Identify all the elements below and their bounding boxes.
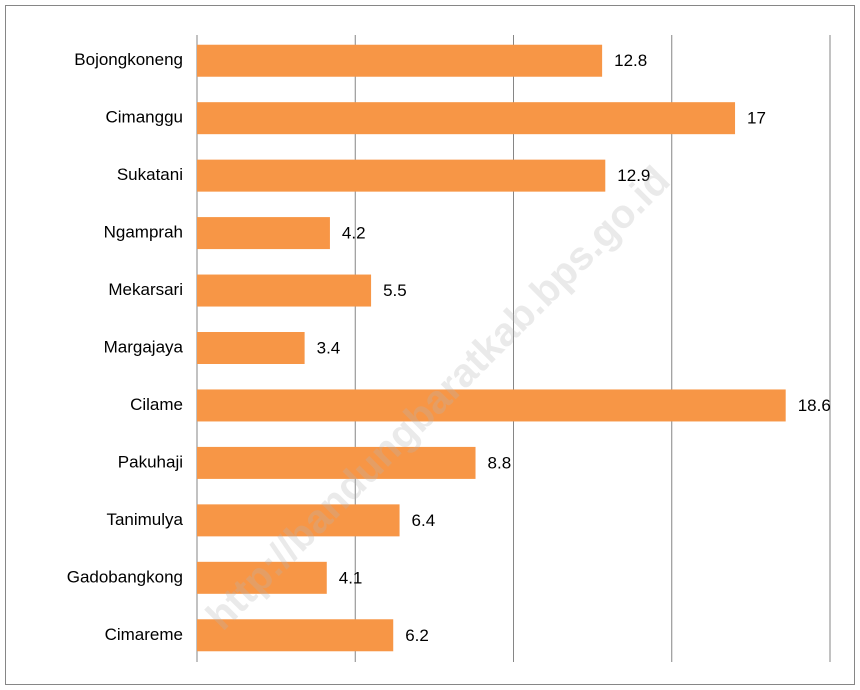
value-label: 8.8 [488,453,512,472]
category-label: Bojongkoneng [74,50,183,69]
category-label: Margajaya [104,337,184,356]
bar [197,44,603,77]
category-label: Gadobangkong [67,567,183,586]
category-label: Pakuhaji [118,452,183,471]
plot-area: Bojongkoneng 12.8 Cimanggu 17 Sukatani 12.9 Ng… [67,35,831,662]
category-label: Sukatani [117,165,183,184]
value-label: 4.1 [339,568,363,587]
bar [197,159,606,192]
value-label: 6.2 [405,626,429,645]
value-label: 18.6 [798,396,831,415]
bar [197,504,400,537]
value-label: 4.2 [342,224,366,243]
value-label: 17 [747,109,766,128]
value-label: 5.5 [383,281,407,300]
category-label: Mekarsari [108,280,183,299]
category-label: Cilame [130,395,183,414]
category-label: Cimanggu [106,108,184,127]
bar [197,446,476,479]
value-label: 3.4 [317,338,341,357]
bar [197,274,372,307]
bar [197,102,736,135]
bar [197,561,327,594]
bar [197,619,394,652]
bar [197,217,330,250]
bar [197,389,786,422]
value-label: 12.9 [617,166,650,185]
value-label: 6.4 [412,511,436,530]
category-label: Ngamprah [104,223,183,242]
category-label: Tanimulya [106,510,183,529]
bar [197,332,305,364]
value-label: 12.8 [614,51,647,70]
category-label: Cimareme [105,625,183,644]
